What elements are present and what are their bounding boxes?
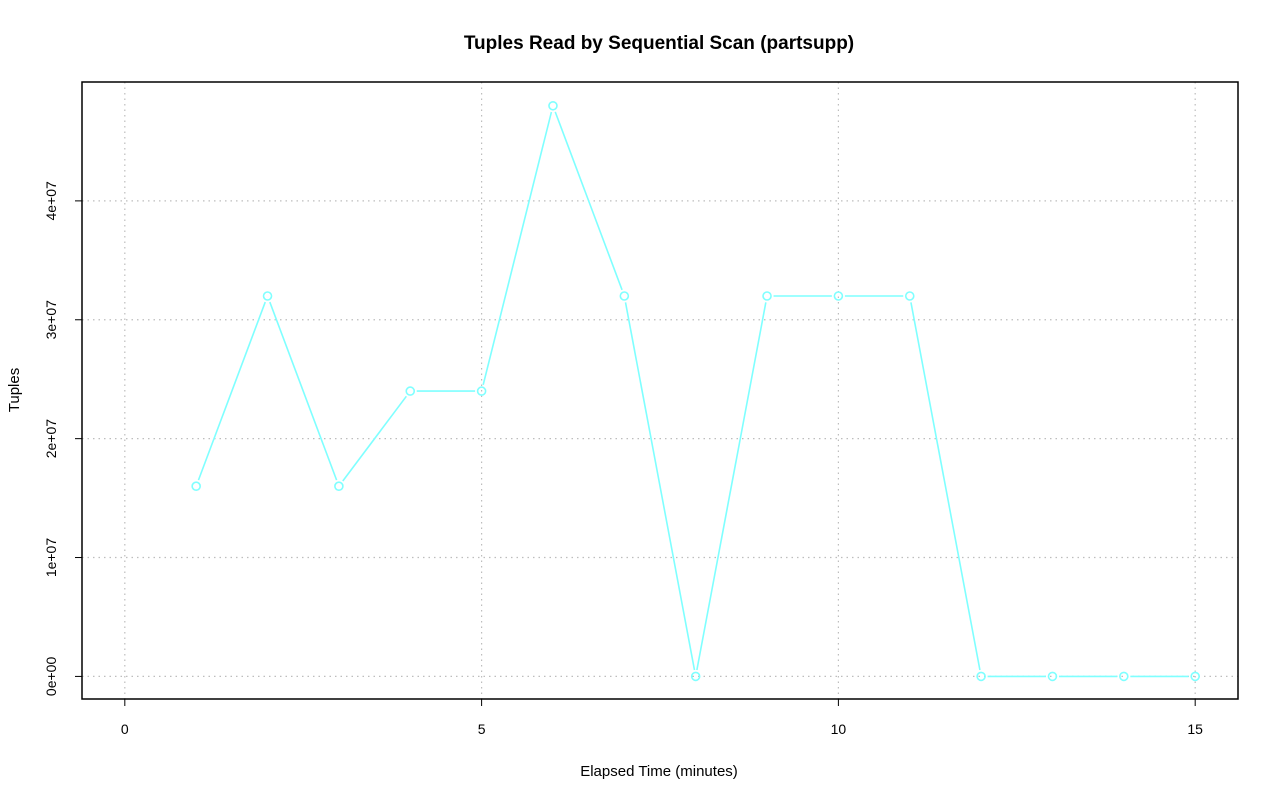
data-point — [690, 671, 701, 682]
series-line-segment — [554, 111, 623, 291]
data-point — [762, 291, 772, 301]
data-point — [262, 291, 273, 301]
y-tick-label: 1e+07 — [43, 538, 59, 578]
data-point — [1047, 671, 1058, 682]
y-tick-label: 2e+07 — [43, 419, 59, 459]
data-point — [334, 481, 344, 492]
data-point — [405, 386, 416, 396]
series-line-segment — [197, 301, 266, 481]
series-line-segment — [269, 301, 338, 481]
data-point — [1119, 671, 1129, 682]
series-line-segment — [624, 302, 696, 671]
x-axis-label: Elapsed Time (minutes) — [580, 763, 738, 780]
data-point — [904, 291, 915, 301]
data-point — [976, 671, 986, 682]
series-line-segment — [482, 111, 553, 385]
data-point — [833, 291, 844, 301]
y-tick-label: 3e+07 — [43, 300, 59, 340]
data-point — [476, 386, 487, 396]
y-axis-label: Tuples — [6, 368, 23, 412]
x-tick-label: 5 — [478, 721, 486, 737]
x-tick-label: 15 — [1187, 721, 1203, 737]
data-point — [619, 291, 630, 301]
x-tick-label: 10 — [831, 721, 847, 737]
y-tick-label: 0e+00 — [43, 657, 59, 697]
grid-lines — [82, 82, 1238, 699]
series-layer — [191, 100, 1200, 682]
series-line-segment — [342, 395, 407, 482]
axes: 0 5 10 15 0e+00 1e+07 2e+07 3e+07 4e+07 — [43, 181, 1203, 737]
data-point — [548, 100, 558, 111]
series-line-segment — [696, 302, 767, 671]
y-tick-label: 4e+07 — [43, 181, 59, 221]
data-point — [191, 481, 201, 492]
data-point — [1190, 671, 1200, 682]
x-tick-label: 0 — [121, 721, 129, 737]
series-line-segment — [910, 302, 981, 671]
chart-title: Tuples Read by Sequential Scan (partsupp… — [464, 33, 854, 54]
plot-frame — [81, 81, 1239, 700]
